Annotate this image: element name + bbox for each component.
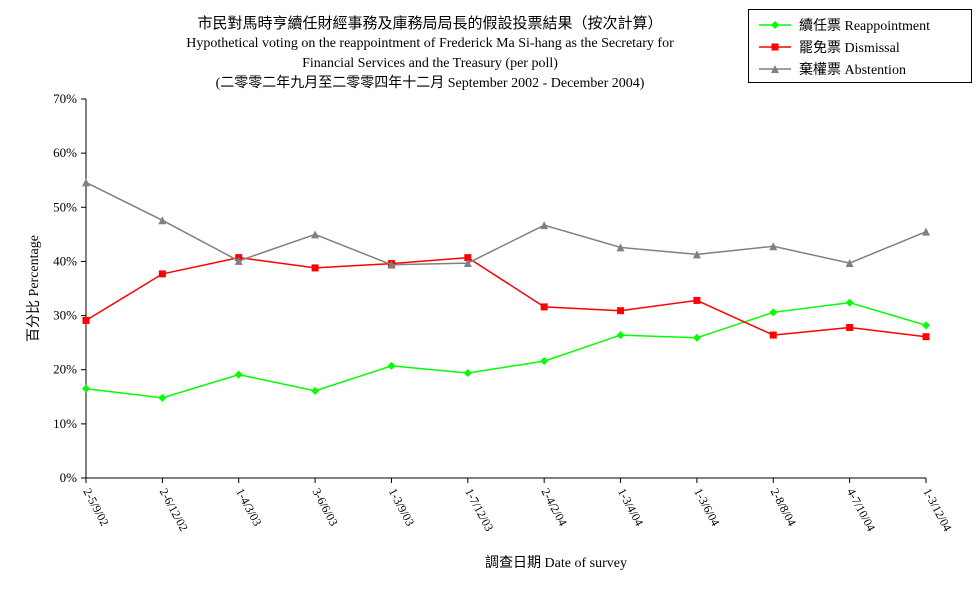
data-point-0 (82, 384, 90, 393)
y-tick-label: 70% (53, 91, 77, 106)
data-point-1 (693, 296, 701, 304)
legend-swatch-abstention (759, 65, 791, 73)
data-point-1 (311, 264, 319, 272)
series-line-1 (85, 256, 927, 338)
data-point-2 (616, 243, 625, 252)
y-tick-label: 60% (53, 145, 77, 160)
data-point-2 (311, 230, 320, 239)
data-point-2 (387, 260, 396, 269)
data-point-1 (540, 303, 548, 311)
x-tick-label: 1-3/4/04 (615, 486, 646, 528)
x-tick-label: 2-8/8/04 (768, 486, 799, 528)
data-point-0 (769, 308, 778, 317)
y-tick-label: 20% (53, 362, 77, 377)
y-tick-label: 40% (53, 253, 77, 268)
y-tick-label: 0% (60, 470, 78, 485)
x-tick-label: 4-7/10/04 (844, 486, 878, 534)
data-point-2 (769, 242, 778, 251)
data-point-1 (617, 307, 625, 315)
data-point-0 (463, 368, 472, 377)
data-point-2 (158, 216, 167, 225)
data-point-2 (692, 250, 701, 259)
data-point-0 (158, 393, 167, 402)
data-point-0 (234, 370, 243, 379)
data-point-1 (922, 333, 930, 341)
x-tick-label: 1-4/3/03 (233, 486, 264, 528)
data-point-2 (463, 259, 472, 268)
data-point-2 (82, 178, 90, 187)
data-point-0 (845, 298, 854, 307)
y-tick-label: 50% (53, 199, 77, 214)
legend-swatch-reappointment (759, 21, 791, 29)
data-point-1 (769, 331, 777, 339)
legend-item-abstention: 棄權票 Abstention (757, 59, 906, 79)
chart-subtitle-line-2: Financial Services and the Treasury (per… (302, 56, 558, 71)
x-tick-label: 1-3/12/04 (920, 486, 954, 534)
data-point-1 (158, 270, 166, 278)
data-point-0 (311, 386, 320, 395)
data-point-1 (82, 316, 90, 324)
chart-subtitle-line-1: Hypothetical voting on the reappointment… (186, 36, 674, 51)
chart-legend: 續任票 Reappointment 罷免票 Dismissal 棄權票 Abst… (748, 9, 972, 83)
legend-item-dismissal: 罷免票 Dismissal (757, 37, 900, 57)
x-tick-label: 1-7/12/03 (462, 486, 496, 534)
x-tick-label: 2-6/12/02 (157, 486, 191, 534)
data-point-1 (846, 323, 854, 331)
legend-label-abstention: 棄權票 Abstention (799, 63, 906, 78)
data-point-0 (922, 321, 930, 330)
chart-subtitle-line-3: (二零零二年九月至二零零四年十二月 September 2002 - Decem… (215, 76, 645, 91)
chart-title-block: 市民對馬時亨續任財經事務及庫務局局長的假設投票結果（按次計算） Hypothet… (120, 14, 740, 94)
data-point-2 (234, 256, 243, 265)
x-axis-title: 調查日期 Date of survey (485, 555, 627, 571)
legend-swatch-dismissal (759, 43, 791, 51)
data-point-2 (922, 227, 930, 236)
chart-title: 市民對馬時亨續任財經事務及庫務局局長的假設投票結果（按次計算） (197, 16, 663, 32)
data-point-0 (540, 357, 549, 366)
legend-label-dismissal: 罷免票 Dismissal (799, 41, 900, 56)
data-point-2 (845, 259, 854, 268)
x-tick-label: 2-4/2/04 (539, 486, 570, 528)
x-tick-label: 3-6/6/03 (309, 486, 340, 528)
y-tick-label: 10% (53, 416, 77, 431)
data-point-2 (540, 221, 549, 230)
series-line-0 (85, 301, 927, 399)
data-point-0 (692, 333, 701, 342)
series-line-2 (85, 181, 927, 266)
data-point-0 (387, 361, 396, 370)
x-tick-label: 1-3/6/04 (691, 486, 722, 528)
y-axis-title: 百分比 Percentage (26, 235, 42, 342)
legend-item-reappointment: 續任票 Reappointment (757, 15, 930, 35)
x-tick-label: 1-3/9/03 (386, 486, 417, 528)
legend-label-reappointment: 續任票 Reappointment (799, 19, 931, 34)
data-point-0 (616, 331, 625, 340)
y-tick-label: 30% (53, 308, 77, 323)
x-tick-label: 2-5/9/02 (80, 486, 111, 528)
data-point-1 (464, 254, 472, 262)
